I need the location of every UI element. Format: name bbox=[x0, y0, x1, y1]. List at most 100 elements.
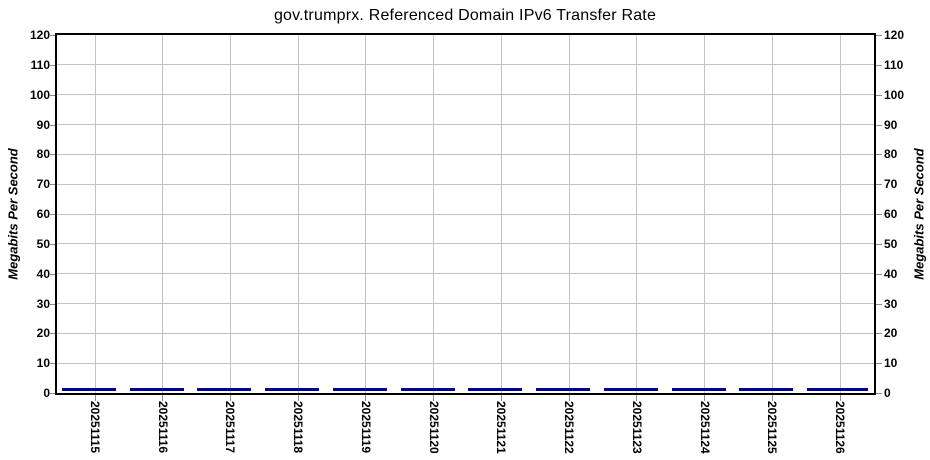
gridline-horizontal bbox=[57, 362, 874, 364]
y-tick-label-left: 100 bbox=[29, 87, 50, 102]
x-tick-label: 20251122 bbox=[562, 401, 577, 454]
y-tick-mark-left bbox=[49, 94, 55, 96]
y-tick-mark-right bbox=[876, 154, 882, 156]
data-line-segment bbox=[671, 388, 726, 392]
x-tick-mark bbox=[839, 395, 841, 401]
y-tick-label-left: 40 bbox=[36, 266, 50, 281]
gridline-vertical bbox=[229, 35, 231, 393]
y-tick-label-right: 50 bbox=[884, 236, 898, 251]
y-tick-mark-right bbox=[876, 184, 882, 186]
chart-title: gov.trumprx. Referenced Domain IPv6 Tran… bbox=[273, 7, 657, 24]
data-line-segment bbox=[62, 388, 116, 392]
data-line-segment bbox=[197, 388, 252, 392]
y-tick-label-left: 90 bbox=[36, 117, 50, 132]
gridline-vertical bbox=[704, 35, 706, 393]
gridline-vertical bbox=[297, 35, 299, 393]
y-tick-label-left: 110 bbox=[30, 57, 50, 72]
y-tick-mark-left bbox=[49, 303, 55, 305]
y-tick-label-left: 60 bbox=[36, 207, 50, 221]
gridline-vertical bbox=[94, 35, 96, 393]
y-tick-mark-right bbox=[876, 273, 882, 275]
gridline-vertical bbox=[365, 35, 367, 393]
gridline-horizontal bbox=[57, 183, 874, 185]
y-tick-mark-left bbox=[49, 243, 55, 245]
y-tick-label-left: 50 bbox=[36, 236, 50, 251]
y-tick-mark-left bbox=[49, 64, 55, 66]
gridline-vertical bbox=[771, 35, 773, 393]
data-line-segment bbox=[468, 388, 523, 392]
x-tick-mark bbox=[500, 395, 502, 401]
y-tick-label-right: 70 bbox=[884, 177, 898, 192]
data-line-segment bbox=[332, 388, 387, 392]
y-tick-mark-right bbox=[876, 393, 882, 394]
x-tick-mark bbox=[636, 395, 638, 401]
y-tick-mark-left bbox=[49, 333, 55, 335]
x-tick-mark bbox=[704, 395, 706, 401]
x-tick-mark bbox=[433, 395, 435, 401]
gridline-horizontal bbox=[57, 243, 874, 245]
gridline-horizontal bbox=[57, 124, 874, 125]
x-tick-label: 20251119 bbox=[358, 401, 373, 454]
data-line-segment bbox=[603, 388, 658, 392]
y-tick-label-left: 10 bbox=[36, 356, 50, 371]
gridline-horizontal bbox=[57, 303, 874, 304]
gridline-vertical bbox=[839, 35, 841, 393]
y-tick-mark-left bbox=[49, 124, 55, 126]
x-tick-mark bbox=[94, 395, 96, 401]
gridline-horizontal bbox=[57, 153, 874, 155]
y-tick-mark-right bbox=[876, 214, 882, 215]
x-tick-label: 20251124 bbox=[697, 401, 712, 454]
x-tick-mark bbox=[365, 395, 367, 401]
x-tick-mark bbox=[229, 395, 231, 401]
y-tick-label-right: 120 bbox=[884, 28, 905, 42]
data-line-segment bbox=[536, 388, 591, 392]
x-tick-label: 20251115 bbox=[88, 401, 102, 454]
y-tick-mark-right bbox=[876, 243, 882, 245]
y-tick-label-left: 70 bbox=[36, 177, 50, 192]
y-tick-label-right: 110 bbox=[884, 57, 904, 72]
data-line-segment bbox=[400, 388, 455, 392]
y-tick-label-left: 20 bbox=[36, 326, 50, 341]
y-tick-label-right: 10 bbox=[884, 356, 898, 371]
data-line-segment bbox=[807, 388, 868, 392]
y-tick-mark-right bbox=[876, 363, 882, 365]
data-line-segment bbox=[739, 388, 794, 392]
gridline-vertical bbox=[433, 35, 435, 393]
x-tick-mark bbox=[568, 395, 570, 401]
y-tick-label-right: 40 bbox=[884, 266, 898, 281]
y-tick-label-left: 80 bbox=[36, 147, 50, 162]
y-tick-mark-left bbox=[49, 363, 55, 365]
y-tick-label-right: 100 bbox=[884, 87, 905, 102]
x-tick-mark bbox=[162, 395, 164, 401]
x-tick-mark bbox=[771, 395, 773, 401]
y-tick-mark-left bbox=[49, 184, 55, 186]
y-tick-label-right: 0 bbox=[884, 386, 891, 400]
y-tick-mark-left bbox=[49, 214, 55, 215]
y-tick-label-right: 60 bbox=[884, 207, 898, 221]
y-tick-mark-left bbox=[49, 154, 55, 156]
gridline-horizontal bbox=[57, 94, 874, 96]
y-tick-mark-right bbox=[876, 333, 882, 335]
gridline-vertical bbox=[636, 35, 638, 393]
x-tick-label: 20251116 bbox=[155, 401, 170, 454]
gridline-vertical bbox=[500, 35, 502, 393]
gridline-horizontal bbox=[57, 332, 874, 334]
y-tick-label-left: 0 bbox=[43, 386, 50, 400]
x-tick-label: 20251125 bbox=[765, 401, 780, 454]
y-tick-label-left: 30 bbox=[36, 296, 50, 311]
y-tick-mark-left bbox=[49, 35, 55, 36]
gridline-vertical bbox=[162, 35, 164, 393]
y-tick-label-right: 90 bbox=[884, 117, 898, 132]
y-tick-label-right: 20 bbox=[884, 326, 898, 341]
x-tick-label: 20251117 bbox=[223, 401, 238, 454]
data-line-segment bbox=[265, 388, 320, 392]
gridline-horizontal bbox=[57, 273, 874, 275]
x-tick-label: 20251126 bbox=[833, 401, 847, 454]
y-tick-mark-right bbox=[876, 94, 882, 96]
data-line-segment bbox=[129, 388, 184, 392]
y-tick-label-left: 120 bbox=[29, 28, 50, 42]
y-tick-mark-right bbox=[876, 124, 882, 126]
gridline-horizontal bbox=[57, 64, 874, 66]
y-tick-mark-right bbox=[876, 64, 882, 66]
